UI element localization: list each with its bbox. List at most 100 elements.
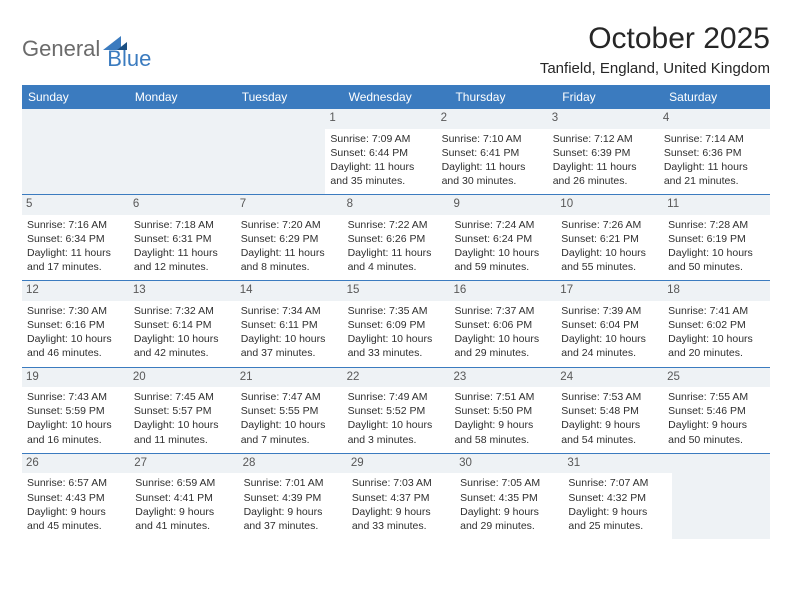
logo: General Blue xyxy=(22,26,151,72)
day-number: 2 xyxy=(437,109,548,129)
empty-day-cell xyxy=(672,454,770,539)
day-number: 1 xyxy=(325,109,436,129)
day-info: Sunrise: 6:57 AMSunset: 4:43 PMDaylight:… xyxy=(27,476,125,533)
day-number: 10 xyxy=(556,195,663,215)
day-cell: 5 Sunrise: 7:16 AMSunset: 6:34 PMDaylight… xyxy=(22,195,129,280)
day-number: 7 xyxy=(236,195,343,215)
day-number: 13 xyxy=(129,281,236,301)
day-info: Sunrise: 7:09 AMSunset: 6:44 PMDaylight:… xyxy=(330,132,431,189)
day-number: 17 xyxy=(556,281,663,301)
day-cell: 8 Sunrise: 7:22 AMSunset: 6:26 PMDaylight… xyxy=(343,195,450,280)
day-number: 25 xyxy=(663,368,770,388)
day-number: 30 xyxy=(455,454,563,474)
day-info: Sunrise: 7:51 AMSunset: 5:50 PMDaylight:… xyxy=(454,390,551,447)
day-info: Sunrise: 7:18 AMSunset: 6:31 PMDaylight:… xyxy=(134,218,231,275)
day-cell: 17 Sunrise: 7:39 AMSunset: 6:04 PMDayligh… xyxy=(556,281,663,366)
day-info: Sunrise: 7:37 AMSunset: 6:06 PMDaylight:… xyxy=(454,304,551,361)
day-number: 29 xyxy=(347,454,455,474)
day-number: 31 xyxy=(563,454,671,474)
day-number: 16 xyxy=(449,281,556,301)
day-cell: 4 Sunrise: 7:14 AMSunset: 6:36 PMDaylight… xyxy=(659,109,770,194)
day-info: Sunrise: 7:45 AMSunset: 5:57 PMDaylight:… xyxy=(134,390,231,447)
day-number: 28 xyxy=(239,454,347,474)
title-block: October 2025 Tanfield, England, United K… xyxy=(540,22,770,77)
day-cell: 26Sunrise: 6:57 AMSunset: 4:43 PMDayligh… xyxy=(22,454,130,539)
day-info: Sunrise: 7:49 AMSunset: 5:52 PMDaylight:… xyxy=(348,390,445,447)
day-info: Sunrise: 7:47 AMSunset: 5:55 PMDaylight:… xyxy=(241,390,338,447)
day-number: 12 xyxy=(22,281,129,301)
day-cell: 15 Sunrise: 7:35 AMSunset: 6:09 PMDayligh… xyxy=(343,281,450,366)
calendar-grid: SundayMondayTuesdayWednesdayThursdayFrid… xyxy=(22,85,770,539)
day-number: 26 xyxy=(22,454,130,474)
day-info: Sunrise: 7:14 AMSunset: 6:36 PMDaylight:… xyxy=(664,132,765,189)
day-header-cell: Friday xyxy=(556,85,663,109)
location-text: Tanfield, England, United Kingdom xyxy=(540,60,770,77)
day-number: 6 xyxy=(129,195,236,215)
day-cell: 1 Sunrise: 7:09 AMSunset: 6:44 PMDaylight… xyxy=(325,109,436,194)
day-info: Sunrise: 7:30 AMSunset: 6:16 PMDaylight:… xyxy=(27,304,124,361)
day-number: 5 xyxy=(22,195,129,215)
week-row: 26Sunrise: 6:57 AMSunset: 4:43 PMDayligh… xyxy=(22,453,770,539)
day-info: Sunrise: 7:35 AMSunset: 6:09 PMDaylight:… xyxy=(348,304,445,361)
week-row: 1 Sunrise: 7:09 AMSunset: 6:44 PMDaylight… xyxy=(22,109,770,194)
day-number: 15 xyxy=(343,281,450,301)
day-cell: 25Sunrise: 7:55 AMSunset: 5:46 PMDayligh… xyxy=(663,368,770,453)
day-info: Sunrise: 7:01 AMSunset: 4:39 PMDaylight:… xyxy=(244,476,342,533)
day-info: Sunrise: 7:28 AMSunset: 6:19 PMDaylight:… xyxy=(668,218,765,275)
day-info: Sunrise: 7:43 AMSunset: 5:59 PMDaylight:… xyxy=(27,390,124,447)
day-info: Sunrise: 7:10 AMSunset: 6:41 PMDaylight:… xyxy=(442,132,543,189)
day-cell: 22Sunrise: 7:49 AMSunset: 5:52 PMDayligh… xyxy=(343,368,450,453)
day-info: Sunrise: 7:32 AMSunset: 6:14 PMDaylight:… xyxy=(134,304,231,361)
day-info: Sunrise: 7:22 AMSunset: 6:26 PMDaylight:… xyxy=(348,218,445,275)
day-cell: 12 Sunrise: 7:30 AMSunset: 6:16 PMDayligh… xyxy=(22,281,129,366)
day-number: 14 xyxy=(236,281,343,301)
day-info: Sunrise: 7:55 AMSunset: 5:46 PMDaylight:… xyxy=(668,390,765,447)
day-number: 4 xyxy=(659,109,770,129)
day-info: Sunrise: 7:26 AMSunset: 6:21 PMDaylight:… xyxy=(561,218,658,275)
day-header-row: SundayMondayTuesdayWednesdayThursdayFrid… xyxy=(22,85,770,109)
day-header-cell: Tuesday xyxy=(236,85,343,109)
day-info: Sunrise: 7:53 AMSunset: 5:48 PMDaylight:… xyxy=(561,390,658,447)
day-cell: 30Sunrise: 7:05 AMSunset: 4:35 PMDayligh… xyxy=(455,454,563,539)
day-info: Sunrise: 7:05 AMSunset: 4:35 PMDaylight:… xyxy=(460,476,558,533)
logo-text-blue: Blue xyxy=(107,46,151,72)
day-cell: 6 Sunrise: 7:18 AMSunset: 6:31 PMDaylight… xyxy=(129,195,236,280)
day-header-cell: Saturday xyxy=(663,85,770,109)
day-cell: 31Sunrise: 7:07 AMSunset: 4:32 PMDayligh… xyxy=(563,454,671,539)
day-number: 27 xyxy=(130,454,238,474)
day-number: 22 xyxy=(343,368,450,388)
empty-day-cell xyxy=(123,109,224,194)
day-info: Sunrise: 7:16 AMSunset: 6:34 PMDaylight:… xyxy=(27,218,124,275)
day-info: Sunrise: 7:39 AMSunset: 6:04 PMDaylight:… xyxy=(561,304,658,361)
day-number: 19 xyxy=(22,368,129,388)
day-number: 18 xyxy=(663,281,770,301)
weeks-container: 1 Sunrise: 7:09 AMSunset: 6:44 PMDaylight… xyxy=(22,109,770,539)
day-info: Sunrise: 7:34 AMSunset: 6:11 PMDaylight:… xyxy=(241,304,338,361)
empty-day-cell xyxy=(22,109,123,194)
day-number: 21 xyxy=(236,368,343,388)
month-title: October 2025 xyxy=(540,22,770,56)
day-cell: 29Sunrise: 7:03 AMSunset: 4:37 PMDayligh… xyxy=(347,454,455,539)
day-number: 8 xyxy=(343,195,450,215)
day-number: 24 xyxy=(556,368,663,388)
day-number: 9 xyxy=(449,195,556,215)
day-cell: 13 Sunrise: 7:32 AMSunset: 6:14 PMDayligh… xyxy=(129,281,236,366)
day-number: 11 xyxy=(663,195,770,215)
logo-text-general: General xyxy=(22,36,100,62)
day-cell: 27Sunrise: 6:59 AMSunset: 4:41 PMDayligh… xyxy=(130,454,238,539)
page-header: General Blue October 2025 Tanfield, Engl… xyxy=(22,22,770,77)
day-cell: 16 Sunrise: 7:37 AMSunset: 6:06 PMDayligh… xyxy=(449,281,556,366)
day-cell: 7Sunrise: 7:20 AMSunset: 6:29 PMDaylight… xyxy=(236,195,343,280)
day-header-cell: Sunday xyxy=(22,85,129,109)
day-info: Sunrise: 7:12 AMSunset: 6:39 PMDaylight:… xyxy=(553,132,654,189)
day-number: 23 xyxy=(449,368,556,388)
day-number: 20 xyxy=(129,368,236,388)
day-info: Sunrise: 7:41 AMSunset: 6:02 PMDaylight:… xyxy=(668,304,765,361)
day-cell: 11 Sunrise: 7:28 AMSunset: 6:19 PMDayligh… xyxy=(663,195,770,280)
day-cell: 2 Sunrise: 7:10 AMSunset: 6:41 PMDaylight… xyxy=(437,109,548,194)
day-info: Sunrise: 7:07 AMSunset: 4:32 PMDaylight:… xyxy=(568,476,666,533)
week-row: 12 Sunrise: 7:30 AMSunset: 6:16 PMDayligh… xyxy=(22,280,770,366)
day-header-cell: Thursday xyxy=(449,85,556,109)
day-cell: 14 Sunrise: 7:34 AMSunset: 6:11 PMDayligh… xyxy=(236,281,343,366)
day-cell: 19Sunrise: 7:43 AMSunset: 5:59 PMDayligh… xyxy=(22,368,129,453)
